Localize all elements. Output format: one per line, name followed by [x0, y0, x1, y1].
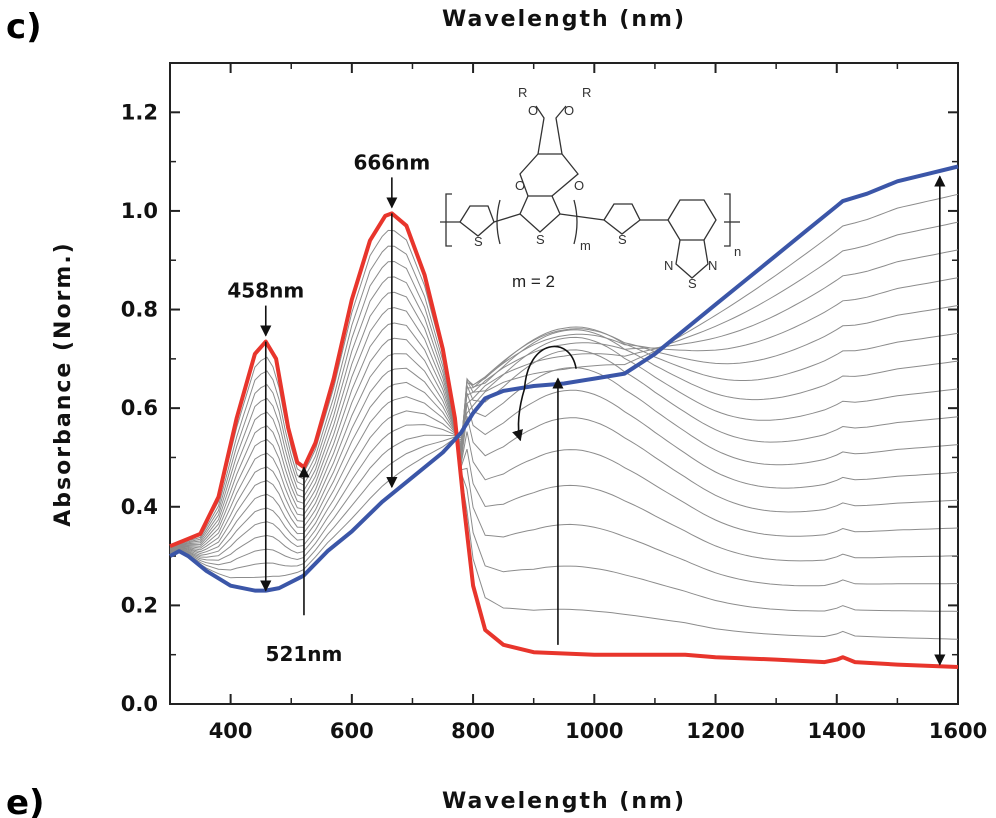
structure-O-2: O [564, 103, 574, 118]
dioxepine-ring [519, 153, 579, 197]
wavelength-label: 666nm [353, 150, 430, 174]
intermediate-spectrum [169, 337, 959, 552]
intermediate-spectrum [169, 193, 959, 579]
intermediate-spectrum [169, 249, 959, 566]
intermediate-spectrum [169, 307, 959, 550]
intermediate-spectrum [169, 305, 959, 558]
y-tick-label: 1.2 [121, 100, 158, 124]
thiadiazole-ring [675, 239, 709, 279]
structure-O-3: O [515, 178, 525, 193]
polymer-structure [440, 105, 740, 279]
intermediate-spectrum [169, 329, 959, 555]
y-tick-label: 0.8 [121, 298, 158, 322]
structure-S-3: S [618, 232, 627, 247]
y-axis-title: Absorbance (Norm.) [51, 241, 76, 526]
intermediate-spectrum [169, 336, 959, 553]
thiophene-ring-2 [603, 203, 641, 235]
annotation-arrows: 458nm 666nm 521nm [227, 150, 946, 666]
side-chains [535, 105, 567, 155]
main-spectra [169, 164, 959, 669]
intermediate-spectrum [169, 349, 959, 552]
intermediate-spectrum [169, 221, 959, 571]
plot-frame [169, 62, 959, 705]
intermediate-spectrum [169, 245, 959, 612]
structure-labels: R R O O O O S S S S N N m n m = 2 [474, 85, 741, 291]
structure-S-2: S [536, 232, 545, 247]
intermediate-spectrum [169, 291, 959, 550]
x-tick-label: 1000 [565, 719, 623, 743]
curved-arrow-top [523, 345, 577, 389]
structure-R-1: R [518, 85, 527, 100]
intermediate-spectrum [169, 326, 959, 556]
spectrum-fully-oxidized [169, 164, 959, 593]
curved-arrow-bottom [512, 388, 526, 442]
y-tick-label: 0.2 [121, 593, 158, 617]
intermediate-spectrum [169, 276, 959, 562]
intermediate-spectra [169, 193, 959, 640]
structure-S-4: S [688, 276, 697, 291]
x-tick-label: 600 [330, 719, 374, 743]
wavelength-label: 521nm [266, 642, 343, 666]
paren-left [496, 199, 501, 245]
paren-right [573, 199, 578, 245]
panel-label-e: e) [6, 783, 45, 818]
structure-m-value: m = 2 [512, 272, 555, 291]
x-axis-title: Wavelength (nm) [442, 789, 686, 814]
y-tick-label: 0.6 [121, 396, 158, 420]
y-tick-label: 0.4 [121, 495, 158, 519]
top-axis-title: Wavelength (nm) [442, 7, 686, 32]
structure-O-4: O [574, 178, 584, 193]
repeat-bracket-right [724, 193, 731, 247]
y-tick-label: 1.0 [121, 199, 158, 223]
x-tick-label: 1200 [686, 719, 744, 743]
x-tick-label: 1600 [929, 719, 987, 743]
repeat-bracket-left [445, 193, 452, 247]
x-tick-label: 400 [209, 719, 253, 743]
prodot-thiophene [519, 195, 561, 233]
benzene-ring [667, 199, 717, 241]
axis-ticks: 400 600 800 1000 1200 1400 1600 0.0 0.2 0.4 0.6 0.8… [121, 63, 987, 743]
structure-N-2: N [708, 258, 717, 273]
bond-1 [493, 213, 521, 223]
intermediate-spectrum [169, 260, 958, 587]
x-tick-label: 800 [451, 719, 495, 743]
structure-m-subscript: m [580, 238, 591, 253]
plot-area: 400 600 800 1000 1200 1400 1600 0.0 0.2 0.4 0.6 0.8… [121, 62, 987, 743]
structure-N-1: N [664, 258, 673, 273]
structure-O-1: O [528, 103, 538, 118]
panel-label-c: c) [6, 7, 42, 47]
bond-2 [559, 213, 605, 221]
structure-R-2: R [582, 85, 591, 100]
wavelength-label: 458nm [227, 279, 304, 303]
y-tick-label: 0.0 [121, 692, 158, 716]
x-tick-label: 1400 [808, 719, 866, 743]
structure-S-1: S [474, 234, 483, 249]
thiophene-ring-1 [459, 205, 495, 237]
intermediate-spectrum [169, 277, 959, 561]
structure-n-subscript: n [734, 244, 741, 259]
intermediate-spectrum [169, 322, 959, 551]
